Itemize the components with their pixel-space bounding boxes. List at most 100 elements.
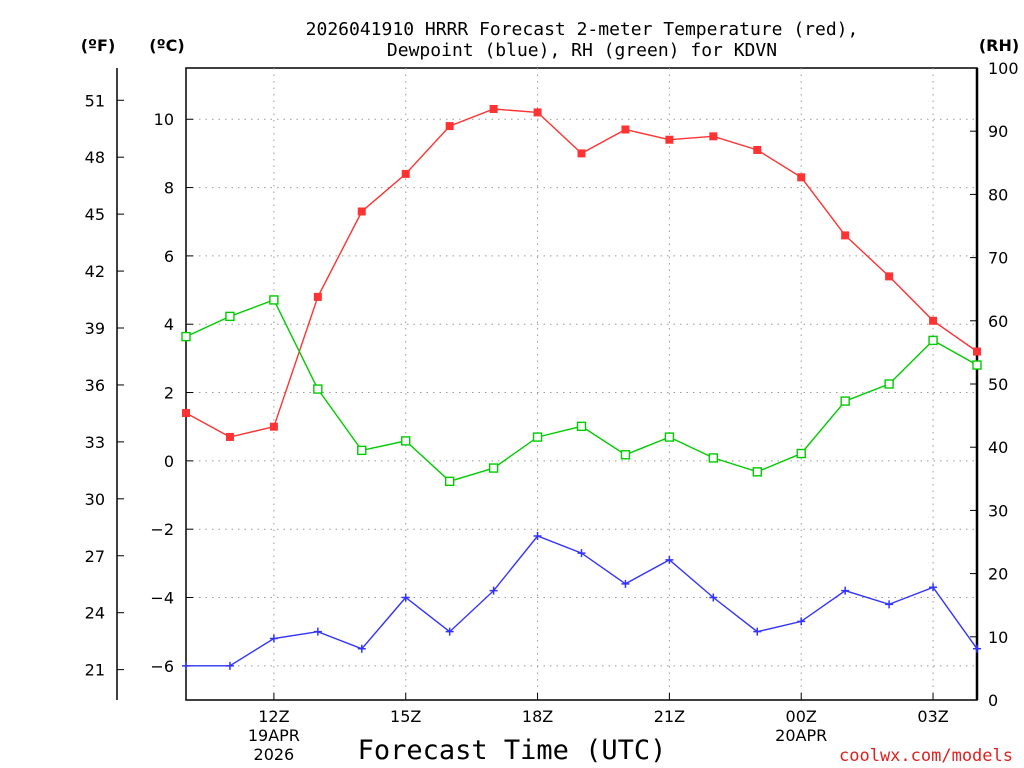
rh-tick-label: 40 xyxy=(988,438,1008,457)
temperature-point xyxy=(709,132,718,141)
dewpoint-point xyxy=(841,586,850,595)
x-tick-label: 2026 xyxy=(254,745,295,764)
chart-subtitle: Dewpoint (blue), RH (green) for KDVN xyxy=(387,40,777,61)
x-tick-label: 20APR xyxy=(775,726,827,745)
fahrenheit-tick-label: 27 xyxy=(85,547,105,566)
temperature-point xyxy=(929,316,938,325)
rh-tick-label: 70 xyxy=(988,249,1008,268)
chart-title: 2026041910 HRRR Forecast 2-meter Tempera… xyxy=(306,19,859,40)
temperature-point xyxy=(885,272,894,281)
dewpoint-point xyxy=(182,661,190,670)
celsius-tick-label: 8 xyxy=(164,179,174,198)
axes: −6−4−20246810212427303336394245485101020… xyxy=(85,59,1019,764)
x-tick-label: 00Z xyxy=(786,707,817,726)
dewpoint-point xyxy=(401,593,410,602)
rh-point xyxy=(664,432,675,442)
rh-point xyxy=(357,445,367,456)
rh-tick-label: 20 xyxy=(988,565,1008,584)
x-tick-label: 15Z xyxy=(390,707,421,726)
rh-point xyxy=(181,331,191,342)
rh-point xyxy=(972,360,982,370)
rh-point xyxy=(532,432,543,442)
fahrenheit-tick-label: 45 xyxy=(85,205,105,224)
dewpoint-point xyxy=(621,579,630,588)
celsius-tick-label: 4 xyxy=(164,315,174,334)
temperature-point xyxy=(313,292,322,301)
fahrenheit-unit-label: (ºF) xyxy=(81,36,116,55)
x-tick-label: 12Z xyxy=(258,707,289,726)
dewpoint-point xyxy=(885,600,894,609)
fahrenheit-tick-label: 36 xyxy=(85,376,105,395)
x-tick-label: 19APR xyxy=(248,726,300,745)
dewpoint-point xyxy=(313,627,322,636)
rh-point xyxy=(444,476,455,487)
rh-series xyxy=(181,295,982,487)
celsius-tick-label: −6 xyxy=(150,657,174,676)
temperature-point xyxy=(973,347,981,356)
rh-tick-label: 90 xyxy=(988,122,1008,141)
rh-tick-label: 30 xyxy=(988,501,1008,520)
dewpoint-point xyxy=(533,532,542,541)
rh-point xyxy=(225,311,235,322)
rh-tick-label: 10 xyxy=(988,628,1008,647)
celsius-tick-label: 0 xyxy=(164,452,174,471)
dewpoint-point xyxy=(665,555,674,564)
temperature-point xyxy=(225,432,234,441)
temperature-line xyxy=(185,108,978,438)
dewpoint-point xyxy=(929,583,938,592)
temperature-point xyxy=(533,108,542,117)
x-axis-label: Forecast Time (UTC) xyxy=(358,735,667,766)
rh-point xyxy=(752,467,762,477)
temperature-point xyxy=(753,145,762,154)
fahrenheit-tick-label: 24 xyxy=(85,604,105,623)
temperature-point xyxy=(665,135,674,144)
grid xyxy=(186,68,977,700)
temperature-point xyxy=(445,122,454,131)
dewpoint-point xyxy=(225,661,234,670)
rh-point xyxy=(269,295,279,305)
rh-point xyxy=(401,436,411,446)
rh-tick-label: 50 xyxy=(988,375,1008,394)
temperature-point xyxy=(621,125,630,134)
x-tick-label: 21Z xyxy=(654,707,685,726)
credit-label: coolwx.com/models xyxy=(839,746,1013,766)
temperature-point xyxy=(401,169,410,178)
dewpoint-point xyxy=(709,593,718,602)
fahrenheit-tick-label: 30 xyxy=(85,490,105,509)
temperature-point xyxy=(797,173,806,182)
rh-point xyxy=(620,450,631,460)
celsius-tick-label: −2 xyxy=(150,520,174,539)
temperature-point xyxy=(841,231,850,240)
rh-point xyxy=(576,421,587,432)
temperature-point xyxy=(269,422,278,431)
rh-tick-label: 60 xyxy=(988,312,1008,331)
rh-tick-label: 100 xyxy=(988,59,1019,78)
x-tick-label: 03Z xyxy=(917,707,948,726)
rh-point xyxy=(840,396,850,406)
rh-point xyxy=(928,335,938,346)
dewpoint-point xyxy=(797,617,806,626)
dewpoint-series xyxy=(182,532,981,670)
dewpoint-point xyxy=(489,586,498,595)
dewpoint-point xyxy=(973,644,981,653)
dewpoint-point xyxy=(445,627,454,636)
temperature-point xyxy=(182,409,190,418)
rh-point xyxy=(796,448,806,459)
temperature-point xyxy=(489,104,498,113)
dewpoint-point xyxy=(753,627,762,636)
rh-point xyxy=(884,379,894,389)
fahrenheit-tick-label: 39 xyxy=(85,319,105,338)
rh-unit-label: (RH) xyxy=(979,36,1019,55)
dewpoint-point xyxy=(357,644,366,653)
fahrenheit-tick-label: 51 xyxy=(85,91,105,110)
celsius-tick-label: 6 xyxy=(164,247,174,266)
rh-tick-label: 0 xyxy=(988,691,998,710)
fahrenheit-tick-label: 48 xyxy=(85,148,105,167)
celsius-tick-label: 10 xyxy=(154,110,174,129)
temperature-point xyxy=(357,207,366,216)
fahrenheit-tick-label: 42 xyxy=(85,262,105,281)
temperature-point xyxy=(577,149,586,158)
series xyxy=(181,104,982,670)
celsius-tick-label: −4 xyxy=(150,589,174,608)
